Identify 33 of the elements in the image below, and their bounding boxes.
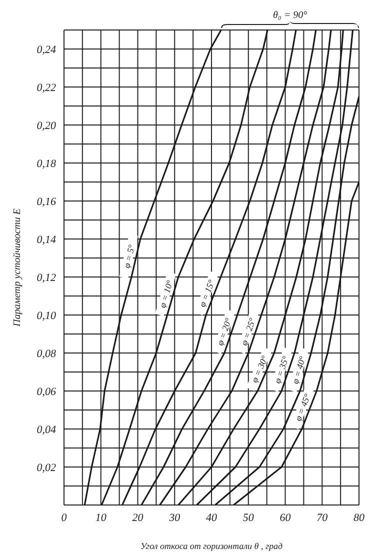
x-tick-label: 60 xyxy=(280,512,292,524)
text: φ = 25° xyxy=(238,316,258,347)
text: φ = 15° xyxy=(197,278,217,308)
y-tick-label: 0,16 xyxy=(36,196,56,208)
text: φ = 40° xyxy=(290,354,308,385)
y-tick-label: 0,02 xyxy=(36,462,56,474)
x-tick-label: 0 xyxy=(61,512,68,524)
y-tick-label: 0,24 xyxy=(36,44,56,56)
text: φ = 30° xyxy=(249,354,270,384)
text: φ = 20° xyxy=(214,316,234,347)
text: φ = 45° xyxy=(292,392,313,422)
y-tick-label: 0,06 xyxy=(36,386,56,398)
text: φ = 35° xyxy=(272,354,291,385)
y-tick-label: 0,12 xyxy=(36,272,56,284)
x-tick-label: 40 xyxy=(206,512,218,524)
x-tick-label: 70 xyxy=(316,512,328,524)
text: θ₀ = 90° xyxy=(272,10,308,21)
y-tick-label: 0,18 xyxy=(36,158,56,170)
y-tick-label: 0,08 xyxy=(36,348,56,360)
y-tick-label: 0,20 xyxy=(36,120,56,132)
x-tick-label: 80 xyxy=(354,512,365,524)
y-tick-label: 0,10 xyxy=(36,310,56,322)
y-tick-label: 0,04 xyxy=(36,424,56,436)
y-axis-title: Параметр устойчивости E xyxy=(12,208,23,328)
y-tick-label: 0,22 xyxy=(36,82,56,94)
text: φ = 5° xyxy=(122,243,137,270)
text: φ = 10° xyxy=(157,278,175,309)
x-tick-label: 20 xyxy=(132,512,144,524)
y-tick-label: 0,14 xyxy=(36,234,56,246)
x-axis-title: Угол откоса от горизонтали θ , град xyxy=(140,541,283,551)
x-tick-label: 10 xyxy=(95,512,107,524)
x-tick-label: 50 xyxy=(242,512,254,524)
x-tick-label: 30 xyxy=(168,512,181,524)
